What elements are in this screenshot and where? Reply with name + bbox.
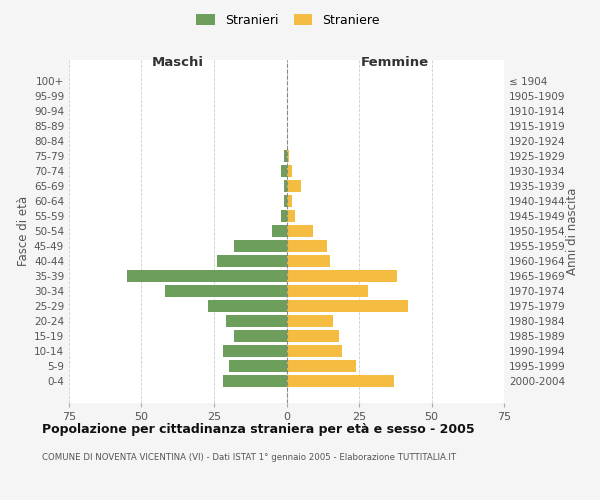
Bar: [287, 360, 356, 372]
Bar: [287, 316, 333, 327]
Bar: [284, 180, 287, 192]
Bar: [272, 226, 287, 237]
Bar: [287, 300, 409, 312]
Bar: [287, 210, 295, 222]
Bar: [217, 256, 287, 267]
Bar: [223, 346, 287, 357]
Y-axis label: Anni di nascita: Anni di nascita: [566, 188, 579, 275]
Bar: [287, 196, 292, 207]
Bar: [287, 180, 301, 192]
Bar: [284, 196, 287, 207]
Bar: [287, 330, 338, 342]
Bar: [287, 150, 289, 162]
Text: Femmine: Femmine: [361, 56, 430, 68]
Bar: [284, 150, 287, 162]
Text: Maschi: Maschi: [152, 56, 204, 68]
Bar: [223, 375, 287, 387]
Bar: [287, 256, 330, 267]
Bar: [287, 286, 368, 297]
Bar: [287, 226, 313, 237]
Bar: [208, 300, 287, 312]
Bar: [164, 286, 287, 297]
Text: COMUNE DI NOVENTA VICENTINA (VI) - Dati ISTAT 1° gennaio 2005 - Elaborazione TUT: COMUNE DI NOVENTA VICENTINA (VI) - Dati …: [42, 452, 456, 462]
Bar: [281, 210, 287, 222]
Y-axis label: Fasce di età: Fasce di età: [17, 196, 30, 266]
Bar: [287, 270, 397, 282]
Bar: [287, 375, 394, 387]
Bar: [235, 240, 287, 252]
Text: Popolazione per cittadinanza straniera per età e sesso - 2005: Popolazione per cittadinanza straniera p…: [42, 422, 475, 436]
Bar: [226, 316, 287, 327]
Bar: [287, 346, 341, 357]
Bar: [127, 270, 287, 282]
Bar: [287, 240, 327, 252]
Bar: [235, 330, 287, 342]
Legend: Stranieri, Straniere: Stranieri, Straniere: [191, 8, 385, 32]
Bar: [281, 166, 287, 177]
Bar: [287, 166, 292, 177]
Bar: [229, 360, 287, 372]
